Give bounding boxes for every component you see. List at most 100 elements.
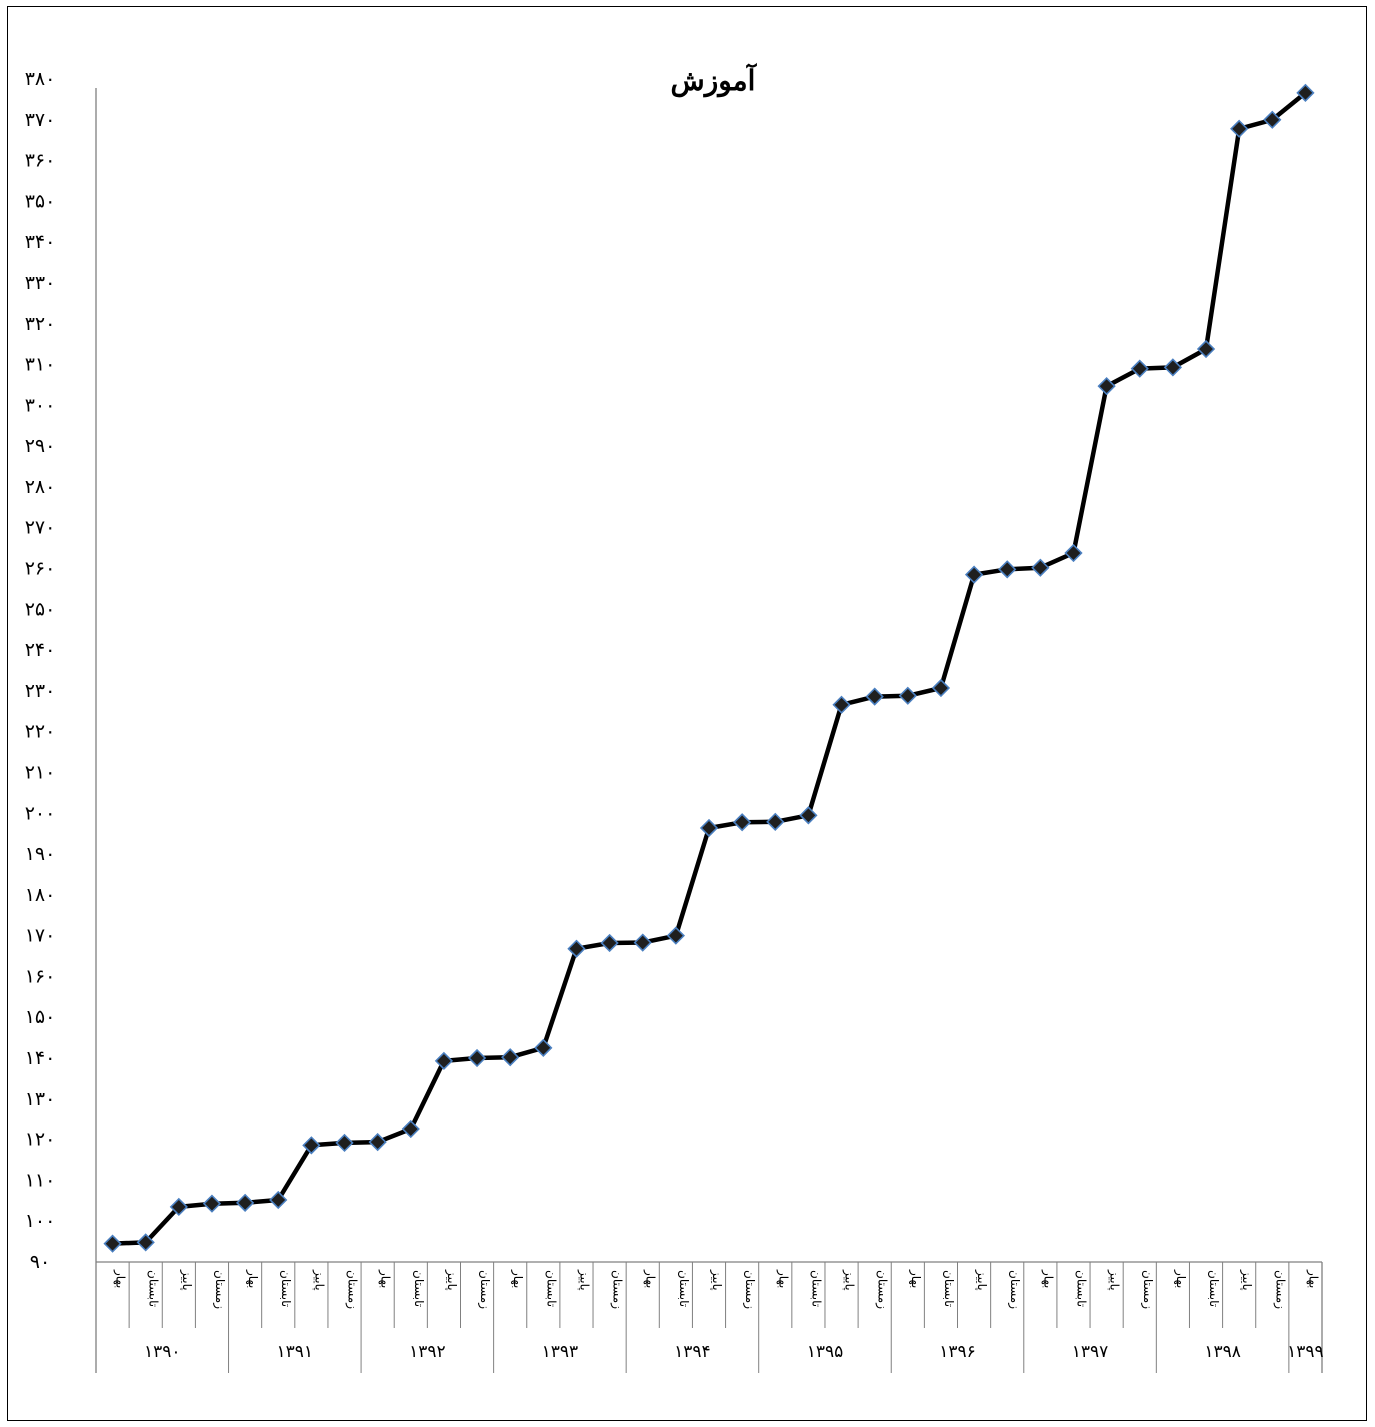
season-label: پاییز xyxy=(974,1269,989,1291)
data-point xyxy=(865,687,884,706)
year-label: ۱۳۹۳ xyxy=(542,1342,579,1362)
series-line xyxy=(112,91,1307,1246)
y-tick-label: ۳۳۰ xyxy=(25,272,56,294)
data-point xyxy=(1031,558,1050,577)
y-tick-label: ۱۴۰ xyxy=(25,1047,56,1069)
y-tick-label: ۱۷۰ xyxy=(25,925,56,947)
data-point xyxy=(666,926,685,945)
y-tick-label: ۳۶۰ xyxy=(25,150,56,172)
y-tick-label: ۱۶۰ xyxy=(25,965,56,987)
data-point xyxy=(302,1136,321,1155)
y-tick-label: ۱۸۰ xyxy=(25,884,56,906)
season-label: زمستان xyxy=(742,1270,757,1309)
year-label: ۱۳۹۷ xyxy=(1072,1342,1109,1362)
season-label: پاییز xyxy=(709,1269,724,1291)
y-tick-label: ۳۰۰ xyxy=(25,394,56,416)
season-label: بهار xyxy=(1173,1269,1188,1288)
season-label: بهار xyxy=(245,1269,260,1288)
season-label: زمستان xyxy=(1007,1270,1022,1309)
data-point xyxy=(733,813,752,832)
y-tick-label: ۱۲۰ xyxy=(25,1129,56,1151)
data-point xyxy=(600,933,619,953)
data-point xyxy=(1230,119,1249,138)
y-tick-label: ۳۸۰ xyxy=(25,68,56,90)
year-label: ۱۳۹۱ xyxy=(277,1342,314,1362)
season-label: زمستان xyxy=(610,1270,625,1309)
year-label: ۱۳۹۴ xyxy=(674,1342,711,1362)
season-label: تابستان xyxy=(544,1270,558,1307)
data-point xyxy=(1296,83,1315,103)
data-point xyxy=(136,1233,155,1252)
season-label: بهار xyxy=(1305,1269,1320,1288)
data-point xyxy=(998,560,1017,579)
season-label: پاییز xyxy=(842,1269,857,1291)
axes xyxy=(95,88,1323,1373)
season-label: تابستان xyxy=(1074,1270,1088,1307)
y-tick-label: ۲۹۰ xyxy=(25,435,56,457)
data-point xyxy=(202,1194,222,1213)
data-point xyxy=(1097,377,1116,396)
data-point xyxy=(699,818,719,838)
data-point xyxy=(335,1133,354,1153)
data-point xyxy=(103,1234,122,1253)
y-tick-label: ۲۲۰ xyxy=(25,721,56,743)
data-point xyxy=(269,1190,288,1210)
season-label: زمستان xyxy=(345,1270,360,1309)
y-tick-label: ۳۴۰ xyxy=(25,231,56,253)
season-label: زمستان xyxy=(875,1270,890,1309)
season-label: بهار xyxy=(643,1269,658,1288)
season-label: تابستان xyxy=(942,1270,956,1307)
data-point xyxy=(898,686,917,705)
data-point xyxy=(766,812,785,831)
season-label: زمستان xyxy=(1140,1270,1155,1309)
data-point xyxy=(1064,543,1083,563)
season-label: بهار xyxy=(510,1269,525,1288)
data-point xyxy=(567,939,586,958)
season-label: پاییز xyxy=(311,1269,326,1291)
y-tick-label: ۱۹۰ xyxy=(25,843,56,865)
season-label: زمستان xyxy=(1272,1270,1287,1309)
y-tick-label: ۱۵۰ xyxy=(25,1006,56,1028)
data-point xyxy=(931,678,951,698)
year-label: ۱۳۹۸ xyxy=(1204,1342,1241,1362)
data-point xyxy=(534,1038,553,1057)
y-tick-label: ۲۵۰ xyxy=(25,598,56,620)
year-label: ۱۳۹۹ xyxy=(1287,1342,1324,1362)
season-label: پاییز xyxy=(1239,1269,1254,1291)
season-label: بهار xyxy=(1040,1269,1055,1288)
chart-title: آموزش xyxy=(671,62,758,98)
data-point xyxy=(964,565,984,584)
year-label: ۱۳۹۰ xyxy=(144,1342,181,1362)
season-label: زمستان xyxy=(477,1270,492,1309)
season-label: تابستان xyxy=(412,1270,426,1307)
y-tick-label: ۱۰۰ xyxy=(25,1210,56,1232)
season-label: تابستان xyxy=(279,1270,293,1307)
y-tick-label: ۲۰۰ xyxy=(25,802,56,824)
data-point xyxy=(799,806,818,825)
season-label: پاییز xyxy=(1107,1269,1122,1291)
season-label: بهار xyxy=(378,1269,393,1288)
data-point xyxy=(1130,359,1149,378)
chart-frame xyxy=(7,6,1367,1421)
data-point xyxy=(1196,339,1216,359)
season-label: تابستان xyxy=(147,1270,161,1307)
season-label: بهار xyxy=(775,1269,790,1288)
season-label: زمستان xyxy=(212,1270,227,1309)
y-tick-label: ۲۷۰ xyxy=(25,517,56,539)
season-label: پاییز xyxy=(179,1269,194,1291)
y-tick-label: ۳۷۰ xyxy=(25,109,56,131)
data-point xyxy=(368,1132,387,1152)
y-tick-label: ۳۲۰ xyxy=(25,313,56,335)
data-point xyxy=(467,1048,487,1068)
data-point xyxy=(1263,110,1282,129)
season-label: پاییز xyxy=(576,1269,591,1291)
data-point xyxy=(633,933,652,952)
y-tick-label: ۱۳۰ xyxy=(25,1088,56,1110)
data-point xyxy=(434,1051,454,1071)
data-point xyxy=(235,1193,255,1212)
season-label: تابستان xyxy=(1207,1270,1221,1307)
y-tick-label: ۲۱۰ xyxy=(25,761,56,783)
y-tick-label: ۲۸۰ xyxy=(25,476,56,498)
data-point xyxy=(1163,358,1183,377)
